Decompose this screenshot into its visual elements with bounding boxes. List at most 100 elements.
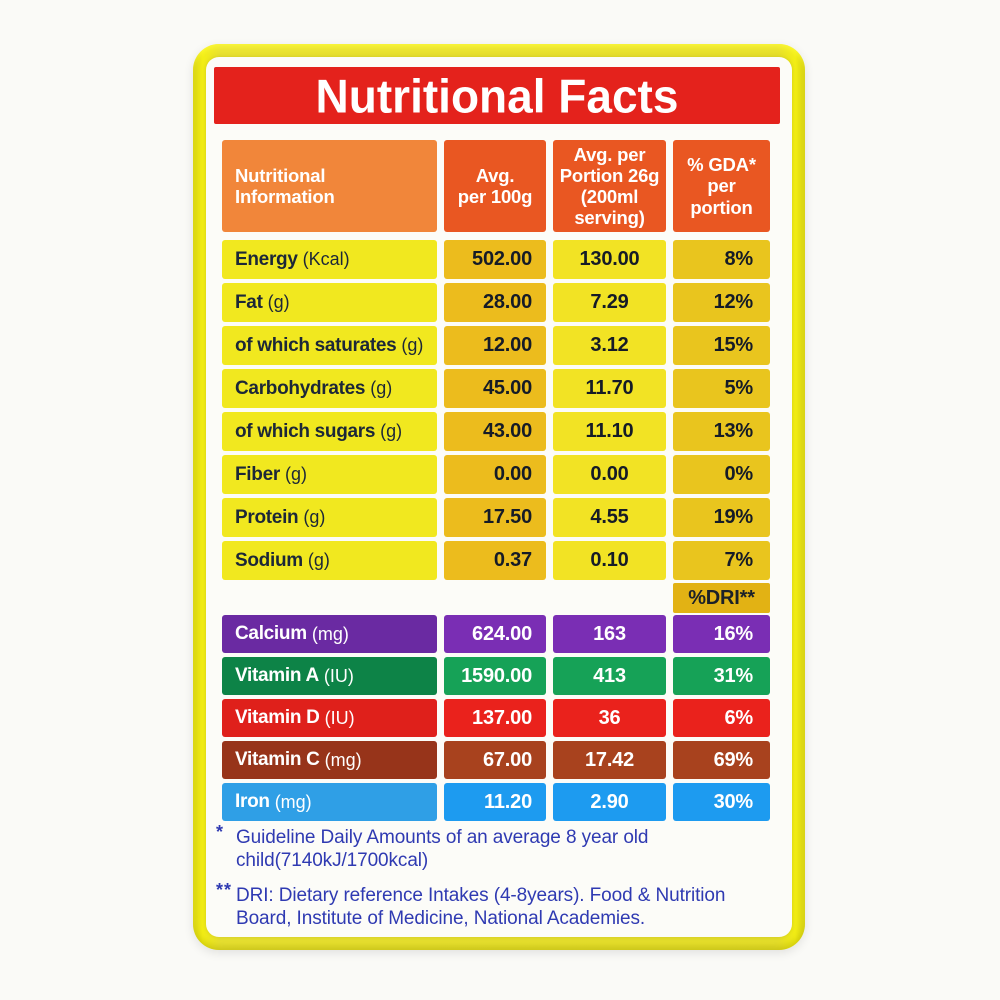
nutrient-unit: (g) <box>267 292 290 312</box>
per-portion-value: 0.10 <box>553 541 666 580</box>
nutrient-name: of which sugars <box>235 420 376 442</box>
value-text: 11.70 <box>585 377 634 399</box>
gda-value: 19% <box>673 498 770 537</box>
value-text: 28.00 <box>482 291 532 313</box>
header-avg-per-100g: Avg. per 100g <box>444 140 546 232</box>
per-portion-value: 2.90 <box>553 783 666 821</box>
nutrient-unit: (mg) <box>311 623 349 644</box>
header-nutritional-information: Nutritional Information <box>222 140 437 232</box>
per-portion-value: 11.10 <box>553 412 666 451</box>
value-text: 11.20 <box>484 790 532 813</box>
dri-value: 69% <box>673 741 770 779</box>
per-100g-value: 1590.00 <box>444 657 546 695</box>
nutrient-label-cell: Vitamin D (IU) <box>222 699 437 737</box>
value-text: 17.50 <box>482 506 532 528</box>
nutrient-label-cell: Iron (mg) <box>222 783 437 821</box>
per-100g-value: 502.00 <box>444 240 546 279</box>
nutrient-unit: (mg) <box>324 749 362 770</box>
nutrient-label-cell: Carbohydrates (g) <box>222 369 437 408</box>
header-text: Nutritional Information <box>235 164 335 207</box>
nutrient-name: Calcium <box>235 623 307 644</box>
per-portion-value: 3.12 <box>553 326 666 365</box>
nutrient-label-cell: Protein (g) <box>222 498 437 537</box>
nutrient-name: Iron <box>235 791 270 812</box>
value-text: 2.90 <box>590 790 629 813</box>
nutrition-label: Nutritional Facts Nutritional Informatio… <box>206 57 792 937</box>
header-text: Avg. per 100g <box>457 164 533 207</box>
footnote-dri: ** DRI: Dietary reference Intakes (4-8ye… <box>216 880 776 930</box>
per-100g-value: 0.37 <box>444 541 546 580</box>
nutrient-label-cell: Fiber (g) <box>222 455 437 494</box>
value-text: 5% <box>724 377 753 399</box>
nutrient-unit: (g) <box>307 550 330 570</box>
value-text: 12% <box>713 291 754 313</box>
value-text: 624.00 <box>472 622 532 645</box>
value-text: 69% <box>713 748 754 771</box>
dri-header-text: %DRI** <box>688 586 755 609</box>
nutrient-name: Vitamin D <box>235 707 320 728</box>
nutrient-unit: (g) <box>370 378 393 398</box>
nutrient-name: Vitamin C <box>235 749 320 770</box>
per-100g-value: 45.00 <box>444 369 546 408</box>
per-portion-value: 0.00 <box>553 455 666 494</box>
nutrient-name: Vitamin A <box>235 665 319 686</box>
per-portion-value: 7.29 <box>553 283 666 322</box>
nutrient-unit: (g) <box>303 507 326 527</box>
per-100g-value: 0.00 <box>444 455 546 494</box>
dri-header: %DRI** <box>673 583 770 613</box>
value-text: 19% <box>713 506 754 528</box>
footnote-gda: * Guideline Daily Amounts of an average … <box>216 822 776 872</box>
value-text: 0.00 <box>493 463 532 485</box>
value-text: 7.29 <box>590 291 629 313</box>
nutrient-label-cell: Vitamin C (mg) <box>222 741 437 779</box>
per-100g-value: 43.00 <box>444 412 546 451</box>
footnote-text: Guideline Daily Amounts of an average 8 … <box>236 827 649 872</box>
gda-value: 15% <box>673 326 770 365</box>
per-portion-value: 130.00 <box>553 240 666 279</box>
nutrient-unit: (IU) <box>324 707 355 728</box>
nutrient-name: of which saturates <box>235 334 397 356</box>
header-avg-per-portion: Avg. per Portion 26g (200ml serving) <box>553 140 666 232</box>
value-text: 4.55 <box>590 506 629 528</box>
nutrient-label-cell: Fat (g) <box>222 283 437 322</box>
value-text: 0.10 <box>590 549 629 571</box>
nutrient-name: Sodium <box>235 549 303 571</box>
value-text: 7% <box>724 549 753 571</box>
header-text: Avg. per Portion 26g (200ml serving) <box>559 143 660 229</box>
value-text: 13% <box>713 420 754 442</box>
per-portion-value: 17.42 <box>553 741 666 779</box>
asterisk-marker: ** <box>216 880 233 900</box>
gda-value: 0% <box>673 455 770 494</box>
value-text: 0.00 <box>590 463 629 485</box>
nutrient-name: Fat <box>235 291 263 313</box>
per-100g-value: 67.00 <box>444 741 546 779</box>
gda-value: 8% <box>673 240 770 279</box>
dri-value: 16% <box>673 615 770 653</box>
value-text: 0% <box>724 463 753 485</box>
value-text: 15% <box>713 334 754 356</box>
per-100g-value: 11.20 <box>444 783 546 821</box>
value-text: 0.37 <box>493 549 532 571</box>
nutrient-name: Carbohydrates <box>235 377 366 399</box>
nutrient-name: Energy <box>235 248 298 270</box>
value-text: 1590.00 <box>461 664 532 687</box>
header-text: % GDA* per portion <box>687 154 756 218</box>
value-text: 30% <box>713 790 754 813</box>
gda-value: 12% <box>673 283 770 322</box>
nutrient-unit: (mg) <box>274 791 312 812</box>
value-text: 413 <box>593 664 626 687</box>
label-title: Nutritional Facts <box>315 68 679 123</box>
value-text: 31% <box>713 664 754 687</box>
value-text: 12.00 <box>482 334 532 356</box>
per-100g-value: 28.00 <box>444 283 546 322</box>
dri-value: 31% <box>673 657 770 695</box>
value-text: 43.00 <box>482 420 532 442</box>
nutrient-label-cell: Energy (Kcal) <box>222 240 437 279</box>
per-100g-value: 624.00 <box>444 615 546 653</box>
value-text: 17.42 <box>584 748 635 771</box>
nutrient-label-cell: Vitamin A (IU) <box>222 657 437 695</box>
value-text: 163 <box>593 622 626 645</box>
per-100g-value: 137.00 <box>444 699 546 737</box>
gda-value: 7% <box>673 541 770 580</box>
value-text: 67.00 <box>482 748 532 771</box>
